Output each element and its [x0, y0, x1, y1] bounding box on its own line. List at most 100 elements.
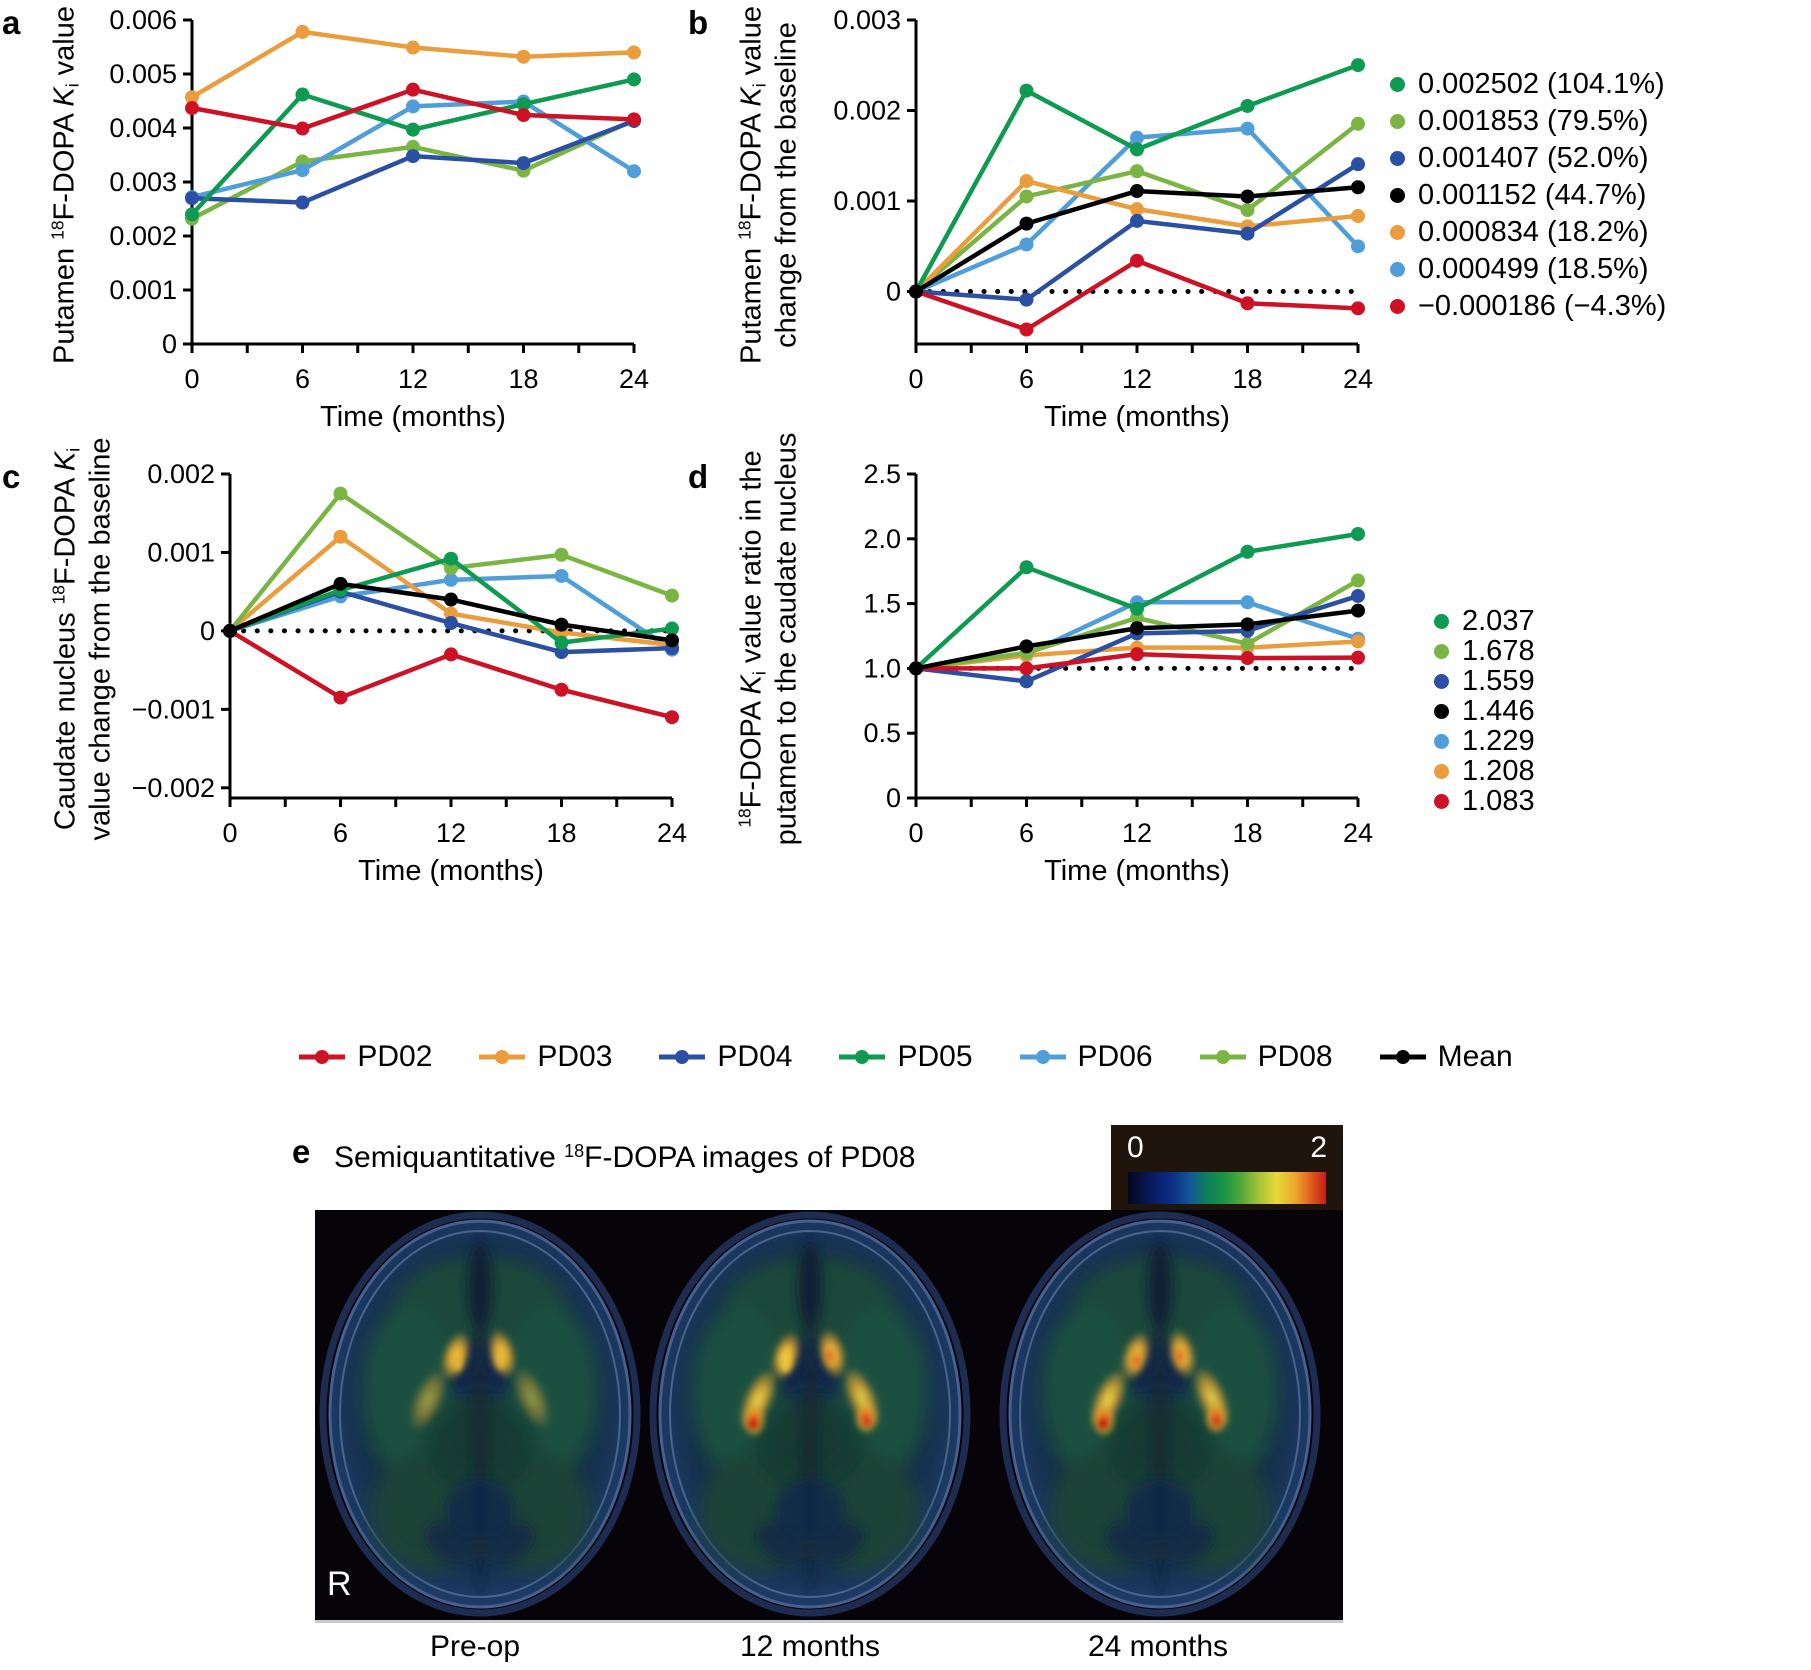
panel-d-letter: d [688, 458, 709, 495]
series-Mean [909, 603, 1365, 676]
colorbar-min-label: 0 [1127, 1131, 1144, 1164]
uptake-hotspots [1088, 1328, 1232, 1437]
svg-text:2.5: 2.5 [863, 459, 901, 489]
y-axis-title-text: Caudate nucleus 18F-DOPA Ki value change … [49, 437, 117, 841]
series-PD05 [185, 72, 641, 222]
legend-item-PD06: PD06 [1019, 1040, 1153, 1074]
svg-text:−0.002: −0.002 [132, 773, 215, 803]
chart-c: −0.002 −0.001 0 0.001 0.002 0 6 12 18 24 Time (mon… [132, 459, 687, 887]
brain-slice-mid [649, 1211, 971, 1617]
legend-item-label: PD05 [897, 1040, 973, 1073]
legend-value-row-PD02: −0.000186 (−4.3%) [1390, 288, 1666, 325]
legend-value-row-PD05: 2.037 [1434, 605, 1535, 637]
legend-marker-PD03 [479, 1050, 526, 1064]
axes [907, 472, 1360, 807]
pet-brain-images [315, 1210, 1343, 1617]
svg-text:0.002: 0.002 [833, 96, 901, 126]
brain-slice-pre [319, 1211, 641, 1617]
legend-value-label: 0.001407 (52.0%) [1418, 142, 1649, 174]
legend-color-dot [1390, 299, 1405, 314]
caption-12-months: 12 months [739, 1630, 881, 1663]
svg-text:0.003: 0.003 [109, 167, 177, 197]
series-PD03 [185, 24, 641, 105]
axes [183, 18, 636, 353]
chart-d: 0 0.5 1.0 1.5 2.0 2.5 0 6 12 18 24 Time (months) [863, 459, 1373, 887]
legend-value-label: 1.208 [1462, 754, 1535, 787]
legend-marker-PD06 [1019, 1050, 1066, 1064]
svg-text:−0.001: −0.001 [132, 694, 215, 724]
pet-image-strip: R [315, 1210, 1343, 1623]
legend-marker-PD02 [299, 1050, 346, 1064]
legend-color-dot [1390, 151, 1405, 166]
legend-color-dot [1390, 77, 1405, 92]
legend-value-row-PD06: 1.229 [1434, 724, 1535, 757]
legend-value-row-Mean: 0.001152 (44.7%) [1390, 177, 1666, 214]
uptake-hotspots [738, 1328, 882, 1437]
svg-text:18: 18 [1232, 818, 1262, 848]
svg-text:6: 6 [333, 818, 348, 848]
panel-b-y-axis-title: Putamen 18F-DOPA Ki value change from the… [724, 4, 816, 436]
legend-item-label: Mean [1437, 1040, 1513, 1073]
legend-value-row-PD04: 0.001407 (52.0%) [1390, 140, 1666, 177]
legend-color-dot [1390, 225, 1405, 240]
caption-pre-op: Pre-op [429, 1630, 521, 1663]
legend-color-dot [1434, 643, 1449, 659]
legend-item-label: PD06 [1077, 1040, 1153, 1073]
legend-color-dot [1434, 673, 1449, 689]
svg-text:12: 12 [436, 818, 466, 848]
svg-text:0.001: 0.001 [147, 537, 215, 567]
chart-b: 0 0.001 0.002 0.003 0 6 12 18 24 Time (months) [833, 5, 1373, 433]
svg-text:24: 24 [1343, 364, 1373, 394]
legend-value-label: 1.083 [1462, 784, 1535, 817]
legend-color-dot [1434, 793, 1449, 809]
panel-e-title: Semiquantitative 18F-DOPA images of PD08 [334, 1141, 916, 1174]
legend-item-PD03: PD03 [478, 1040, 612, 1074]
svg-text:0: 0 [162, 329, 177, 359]
panel-b: b Putamen 18F-DOPA Ki value change from t… [688, 4, 1666, 436]
axis-labels: 0 0.001 0.002 0.003 0.004 0.005 0.006 0 6 12 18 24 T… [109, 5, 649, 433]
legend-item-label: PD03 [537, 1040, 613, 1073]
panel-c-letter: c [2, 458, 21, 495]
axis-labels: −0.002 −0.001 0 0.001 0.002 0 6 12 18 24 Time (mon… [132, 459, 687, 887]
panel-e-letter: e [292, 1133, 311, 1170]
legend-value-row-PD06: 0.000499 (18.5%) [1390, 251, 1666, 288]
legend-item-Mean: Mean [1379, 1040, 1513, 1074]
legend-value-label: −0.000186 (−4.3%) [1418, 290, 1667, 322]
legend-value-row-PD02: 1.083 [1434, 784, 1535, 817]
panel-e: e Semiquantitative 18F-DOPA images of PD… [0, 1125, 1811, 1663]
legend-value-row-PD04: 1.559 [1434, 664, 1535, 697]
chart-b-value-legend: 0.002502 (104.1%) 0.001853 (79.5%) 0.00140… [1390, 66, 1666, 325]
svg-text:0.002: 0.002 [147, 459, 215, 489]
svg-text:1.0: 1.0 [863, 653, 901, 683]
legend-value-label: 1.559 [1462, 664, 1535, 697]
colorbar-gradient [1128, 1172, 1326, 1204]
caption-24-months: 24 months [1087, 1630, 1229, 1663]
svg-text:0.005: 0.005 [109, 59, 177, 89]
legend-value-label: 1.446 [1462, 694, 1535, 727]
legend-item-PD05: PD05 [838, 1040, 973, 1074]
series-Mean [909, 180, 1365, 299]
svg-text:18: 18 [546, 818, 576, 848]
legend-value-row-PD05: 0.002502 (104.1%) [1390, 66, 1666, 103]
x-axis-title: Time (months) [1044, 855, 1230, 887]
svg-text:0.002: 0.002 [109, 221, 177, 251]
svg-text:0.5: 0.5 [863, 718, 901, 748]
chart-d-value-legend: 2.037 1.678 1.559 1.446 1.229 1.208 1.083 [1434, 605, 1535, 817]
svg-text:0: 0 [886, 783, 901, 813]
series-PD02 [185, 82, 641, 136]
legend-color-dot [1434, 703, 1449, 719]
orientation-marker-r: R [327, 1565, 352, 1603]
legend-item-PD02: PD02 [298, 1040, 432, 1074]
x-axis-title: Time (months) [320, 401, 506, 433]
svg-text:6: 6 [295, 364, 310, 394]
svg-text:24: 24 [1343, 818, 1373, 848]
legend-item-PD04: PD04 [658, 1040, 792, 1074]
svg-text:0: 0 [184, 364, 199, 394]
legend-value-label: 1.678 [1462, 634, 1535, 667]
legend-marker-PD05 [839, 1050, 886, 1064]
svg-text:18: 18 [508, 364, 538, 394]
svg-text:6: 6 [1019, 364, 1034, 394]
legend-value-label: 1.229 [1462, 724, 1535, 757]
svg-text:0: 0 [886, 277, 901, 307]
legend-value-label: 0.002502 (104.1%) [1418, 68, 1665, 100]
